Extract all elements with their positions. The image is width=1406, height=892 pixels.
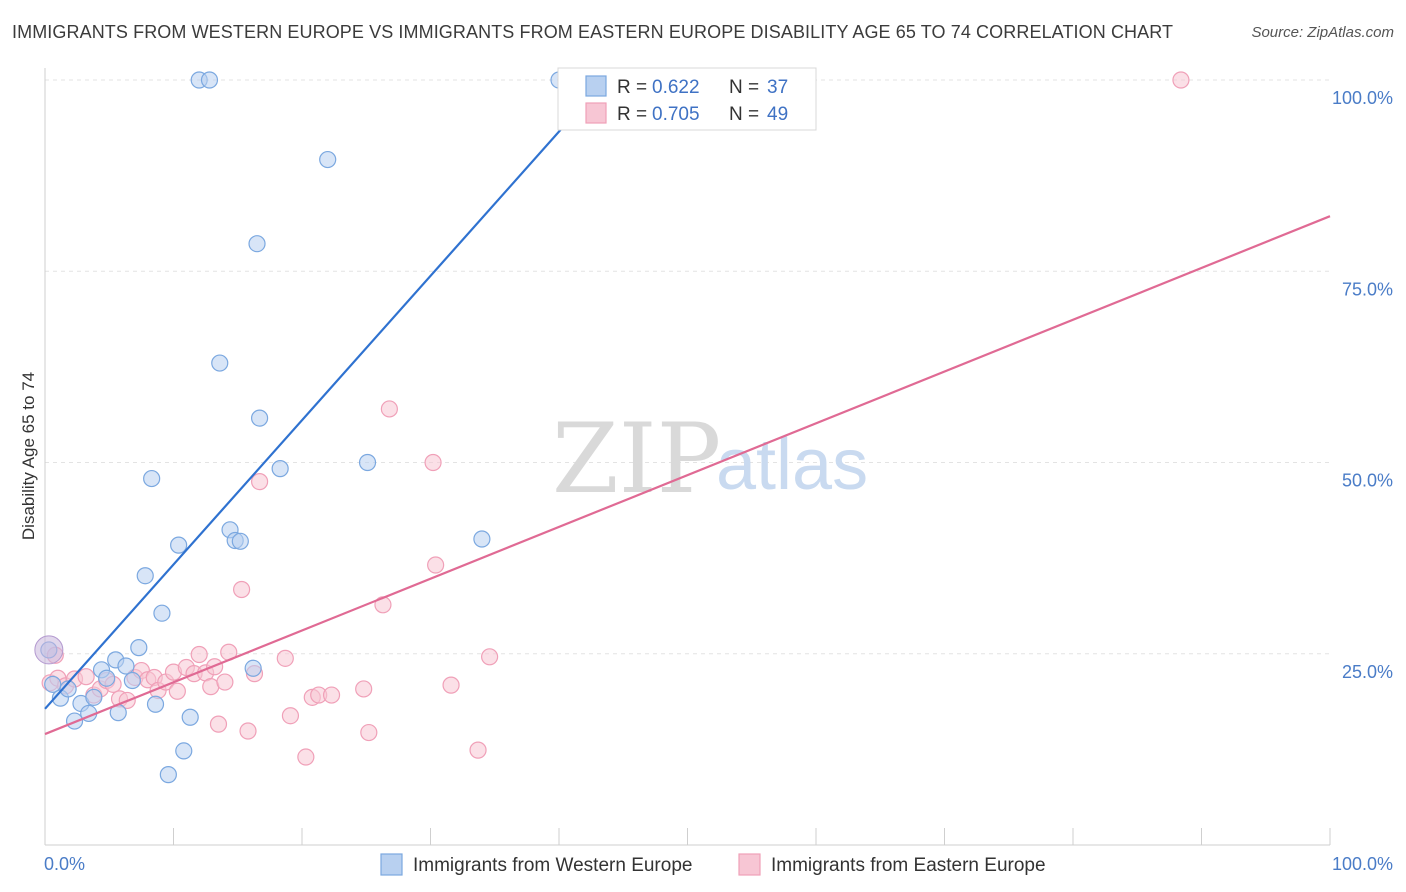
western-point: [130, 639, 148, 657]
western-trendline: [44, 123, 567, 710]
western-point-cluster: [34, 635, 64, 665]
eastern-point: [1172, 71, 1190, 89]
eastern-point: [239, 722, 257, 740]
watermark-atlas: atlas: [716, 425, 868, 505]
source-label: Source: ZipAtlas.com: [1251, 24, 1394, 41]
legend-western-r-value: 0.622: [652, 77, 700, 98]
y-tick-labels: 25.0% 50.0% 75.0% 100.0%: [1332, 88, 1393, 682]
western-point: [200, 71, 219, 89]
eastern-trendline: [44, 215, 1331, 736]
western-point: [44, 675, 62, 693]
bottom-legend-western-swatch: [380, 853, 403, 876]
western-point: [231, 532, 249, 550]
western-point: [136, 567, 154, 585]
western-point: [211, 354, 229, 372]
eastern-point: [322, 686, 341, 704]
western-point: [153, 604, 171, 622]
eastern-point: [233, 580, 251, 599]
eastern-point: [190, 645, 208, 664]
western-europe-points: [34, 71, 568, 784]
western-point: [358, 453, 377, 472]
x-tick-label-min: 0.0%: [44, 854, 85, 874]
bottom-legend-eastern-swatch: [738, 853, 761, 876]
legend-eastern-n-value: 49: [767, 104, 788, 125]
western-point: [85, 688, 103, 706]
eastern-point: [281, 707, 300, 725]
legend-eastern-r-label: R =: [617, 104, 647, 125]
western-point: [244, 659, 262, 677]
western-point: [250, 409, 269, 427]
legend-western-n-label: N =: [729, 77, 759, 98]
western-point: [319, 150, 337, 169]
y-tick-label: 100.0%: [1332, 88, 1393, 108]
y-tick-label: 75.0%: [1342, 279, 1393, 299]
bottom-legend: Immigrants from Western Europe Immigrant…: [380, 853, 1046, 876]
eastern-point: [360, 723, 378, 742]
legend-box: R = 0.622 N = 37 R = 0.705 N = 49: [557, 67, 817, 131]
eastern-point: [469, 741, 487, 759]
legend-western-r-label: R =: [617, 77, 647, 98]
gridlines: [45, 79, 1330, 655]
eastern-point: [77, 668, 95, 686]
western-point: [123, 671, 141, 690]
legend-western-swatch: [585, 75, 607, 97]
bottom-legend-western-label: Immigrants from Western Europe: [413, 855, 692, 876]
western-point: [143, 469, 161, 488]
chart-title: IMMIGRANTS FROM WESTERN EUROPE VS IMMIGR…: [12, 22, 1174, 42]
eastern-point: [216, 673, 234, 691]
western-point: [59, 680, 77, 698]
western-point: [473, 530, 491, 548]
eastern-point: [209, 715, 228, 733]
western-point: [117, 657, 135, 675]
y-tick-label: 25.0%: [1342, 662, 1393, 682]
western-point: [175, 742, 193, 760]
western-point: [271, 460, 289, 478]
eastern-point: [424, 453, 442, 472]
legend-eastern-n-label: N =: [729, 104, 759, 125]
western-point: [159, 766, 177, 784]
eastern-point: [297, 748, 315, 766]
western-point: [98, 669, 116, 687]
eastern-point: [276, 649, 294, 667]
bottom-legend-eastern-label: Immigrants from Eastern Europe: [771, 855, 1046, 876]
legend-eastern-swatch: [585, 102, 607, 124]
western-point: [146, 695, 165, 713]
eastern-point: [380, 400, 398, 418]
western-point: [248, 235, 266, 253]
x-tick-label-max: 100.0%: [1332, 854, 1393, 874]
eastern-point: [427, 556, 445, 574]
watermark-zip: ZIP: [552, 403, 721, 515]
eastern-point: [442, 676, 460, 694]
eastern-point: [481, 648, 499, 666]
eastern-point: [250, 473, 269, 491]
x-tick-marks: [44, 828, 1331, 845]
legend-western-n-value: 37: [767, 77, 788, 98]
western-point: [170, 536, 188, 554]
y-tick-label: 50.0%: [1342, 471, 1393, 491]
eastern-point: [168, 682, 186, 700]
legend-eastern-r-value: 0.705: [652, 104, 700, 125]
western-point: [181, 708, 199, 726]
y-axis-label: Disability Age 65 to 74: [19, 372, 38, 540]
eastern-point: [355, 680, 373, 698]
